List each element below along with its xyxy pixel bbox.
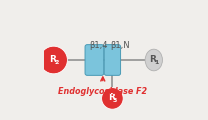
Text: 1: 1 [154,60,159,65]
Text: 3: 3 [113,98,117,103]
Circle shape [40,46,67,74]
FancyBboxPatch shape [85,45,104,75]
FancyBboxPatch shape [104,45,121,75]
Text: β1,4: β1,4 [89,41,108,49]
Text: Endoglycosidase F2: Endoglycosidase F2 [58,87,147,96]
Text: β1,N: β1,N [110,41,130,49]
Circle shape [102,88,123,109]
Ellipse shape [145,49,162,71]
Text: R: R [108,93,115,102]
Text: R: R [149,55,156,64]
Text: 2: 2 [54,60,58,65]
Text: R: R [49,55,56,64]
